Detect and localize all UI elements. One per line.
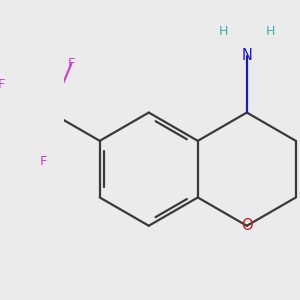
Text: F: F — [0, 78, 5, 91]
Text: O: O — [241, 218, 253, 233]
Text: H: H — [219, 25, 228, 38]
Text: F: F — [39, 155, 47, 168]
Text: F: F — [68, 57, 75, 70]
Text: H: H — [266, 25, 275, 38]
Text: N: N — [242, 48, 252, 63]
